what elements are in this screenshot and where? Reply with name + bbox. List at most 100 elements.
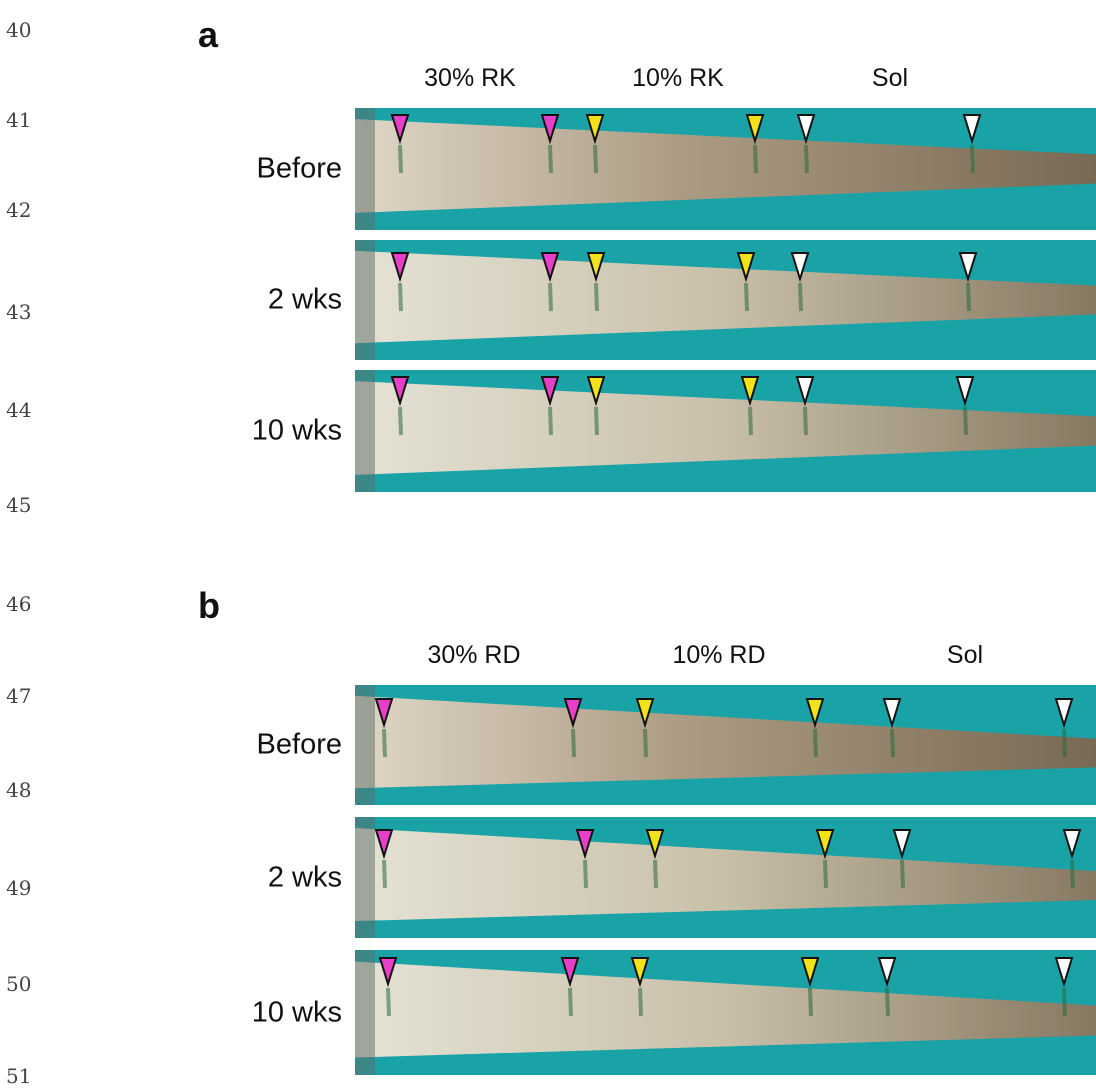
line-number: 49 — [6, 876, 32, 900]
ink-mark — [638, 987, 643, 1017]
arrowhead — [815, 829, 835, 860]
arrowhead — [955, 376, 975, 407]
ink-mark — [548, 406, 553, 436]
arrowhead — [540, 252, 560, 283]
arrowhead — [563, 698, 583, 729]
arrowhead — [882, 698, 902, 729]
ink-mark — [643, 728, 648, 758]
line-number: 46 — [6, 592, 32, 616]
ink-mark — [1062, 987, 1067, 1017]
arrowhead — [540, 376, 560, 407]
arrowhead — [645, 829, 665, 860]
ink-mark — [568, 987, 573, 1017]
panel-label: b — [198, 585, 220, 626]
ink-mark — [386, 987, 391, 1017]
ink-mark — [900, 859, 905, 889]
arrowhead — [374, 829, 394, 860]
tail — [355, 119, 1096, 213]
arrowhead — [796, 114, 816, 145]
tail — [355, 827, 1096, 922]
ink-mark — [744, 282, 749, 312]
ink-mark — [398, 144, 403, 174]
arrowhead — [1062, 829, 1082, 860]
ink-mark — [594, 282, 599, 312]
ink-mark — [653, 859, 658, 889]
ink-mark — [966, 282, 971, 312]
ink-mark — [813, 728, 818, 758]
line-number: 41 — [6, 108, 32, 132]
row-label: Before — [256, 152, 342, 185]
tail — [355, 695, 1096, 789]
ink-mark — [398, 282, 403, 312]
arrowhead — [560, 957, 580, 988]
tail — [355, 250, 1096, 344]
column-header: 10% RK — [632, 64, 724, 92]
row-label: Before — [256, 728, 342, 761]
ink-mark — [593, 144, 598, 174]
ink-mark — [1070, 859, 1075, 889]
photo-left-edge — [355, 108, 375, 230]
column-header: 30% RK — [424, 64, 516, 92]
line-number: 43 — [6, 300, 32, 324]
column-header: 30% RD — [427, 641, 521, 669]
ink-mark — [398, 406, 403, 436]
arrowhead — [374, 698, 394, 729]
column-header: Sol — [946, 641, 984, 669]
row-label: 2 wks — [267, 283, 342, 316]
line-number: 45 — [6, 493, 32, 517]
ink-mark — [798, 282, 803, 312]
arrowhead — [635, 698, 655, 729]
arrowhead — [575, 829, 595, 860]
row-label: 10 wks — [251, 996, 342, 1028]
arrowhead — [1054, 698, 1074, 729]
ink-mark — [803, 406, 808, 436]
arrowhead — [745, 114, 765, 145]
arrowhead — [790, 252, 810, 283]
arrowhead — [390, 114, 410, 145]
line-number: 42 — [6, 198, 32, 222]
arrowhead — [795, 376, 815, 407]
arrowhead — [586, 252, 606, 283]
ink-mark — [890, 728, 895, 758]
arrowhead — [736, 252, 756, 283]
photo-left-edge — [355, 817, 375, 938]
column-header: Sol — [871, 64, 909, 92]
photo-left-edge — [355, 370, 375, 492]
line-number: 48 — [6, 778, 32, 802]
line-number: 51 — [6, 1064, 32, 1088]
ink-mark — [382, 859, 387, 889]
line-number: 47 — [6, 684, 32, 708]
arrowhead — [630, 957, 650, 988]
row-label: 10 wks — [251, 414, 342, 447]
photo-left-edge — [355, 240, 375, 360]
arrowhead — [740, 376, 760, 407]
ink-mark — [823, 859, 828, 889]
arrowhead — [962, 114, 982, 145]
line-number: 40 — [6, 18, 32, 42]
arrowhead — [586, 376, 606, 407]
arrowhead — [378, 957, 398, 988]
ink-mark — [594, 406, 599, 436]
ink-mark — [808, 987, 813, 1017]
arrowhead — [892, 829, 912, 860]
tail — [355, 961, 1096, 1058]
arrowhead — [390, 376, 410, 407]
ink-mark — [970, 144, 975, 174]
photo-left-edge — [355, 950, 375, 1075]
line-number: 44 — [6, 398, 32, 422]
row-label: 2 wks — [267, 861, 342, 893]
ink-mark — [963, 406, 968, 436]
tail — [355, 381, 1096, 475]
column-header: 10% RD — [672, 641, 766, 669]
panel-label: a — [198, 14, 219, 55]
ink-mark — [548, 282, 553, 312]
arrowhead — [585, 114, 605, 145]
ink-mark — [748, 406, 753, 436]
ink-mark — [583, 859, 588, 889]
arrowhead — [540, 114, 560, 145]
arrowhead — [800, 957, 820, 988]
ink-mark — [548, 144, 553, 174]
line-number: 50 — [6, 972, 32, 996]
